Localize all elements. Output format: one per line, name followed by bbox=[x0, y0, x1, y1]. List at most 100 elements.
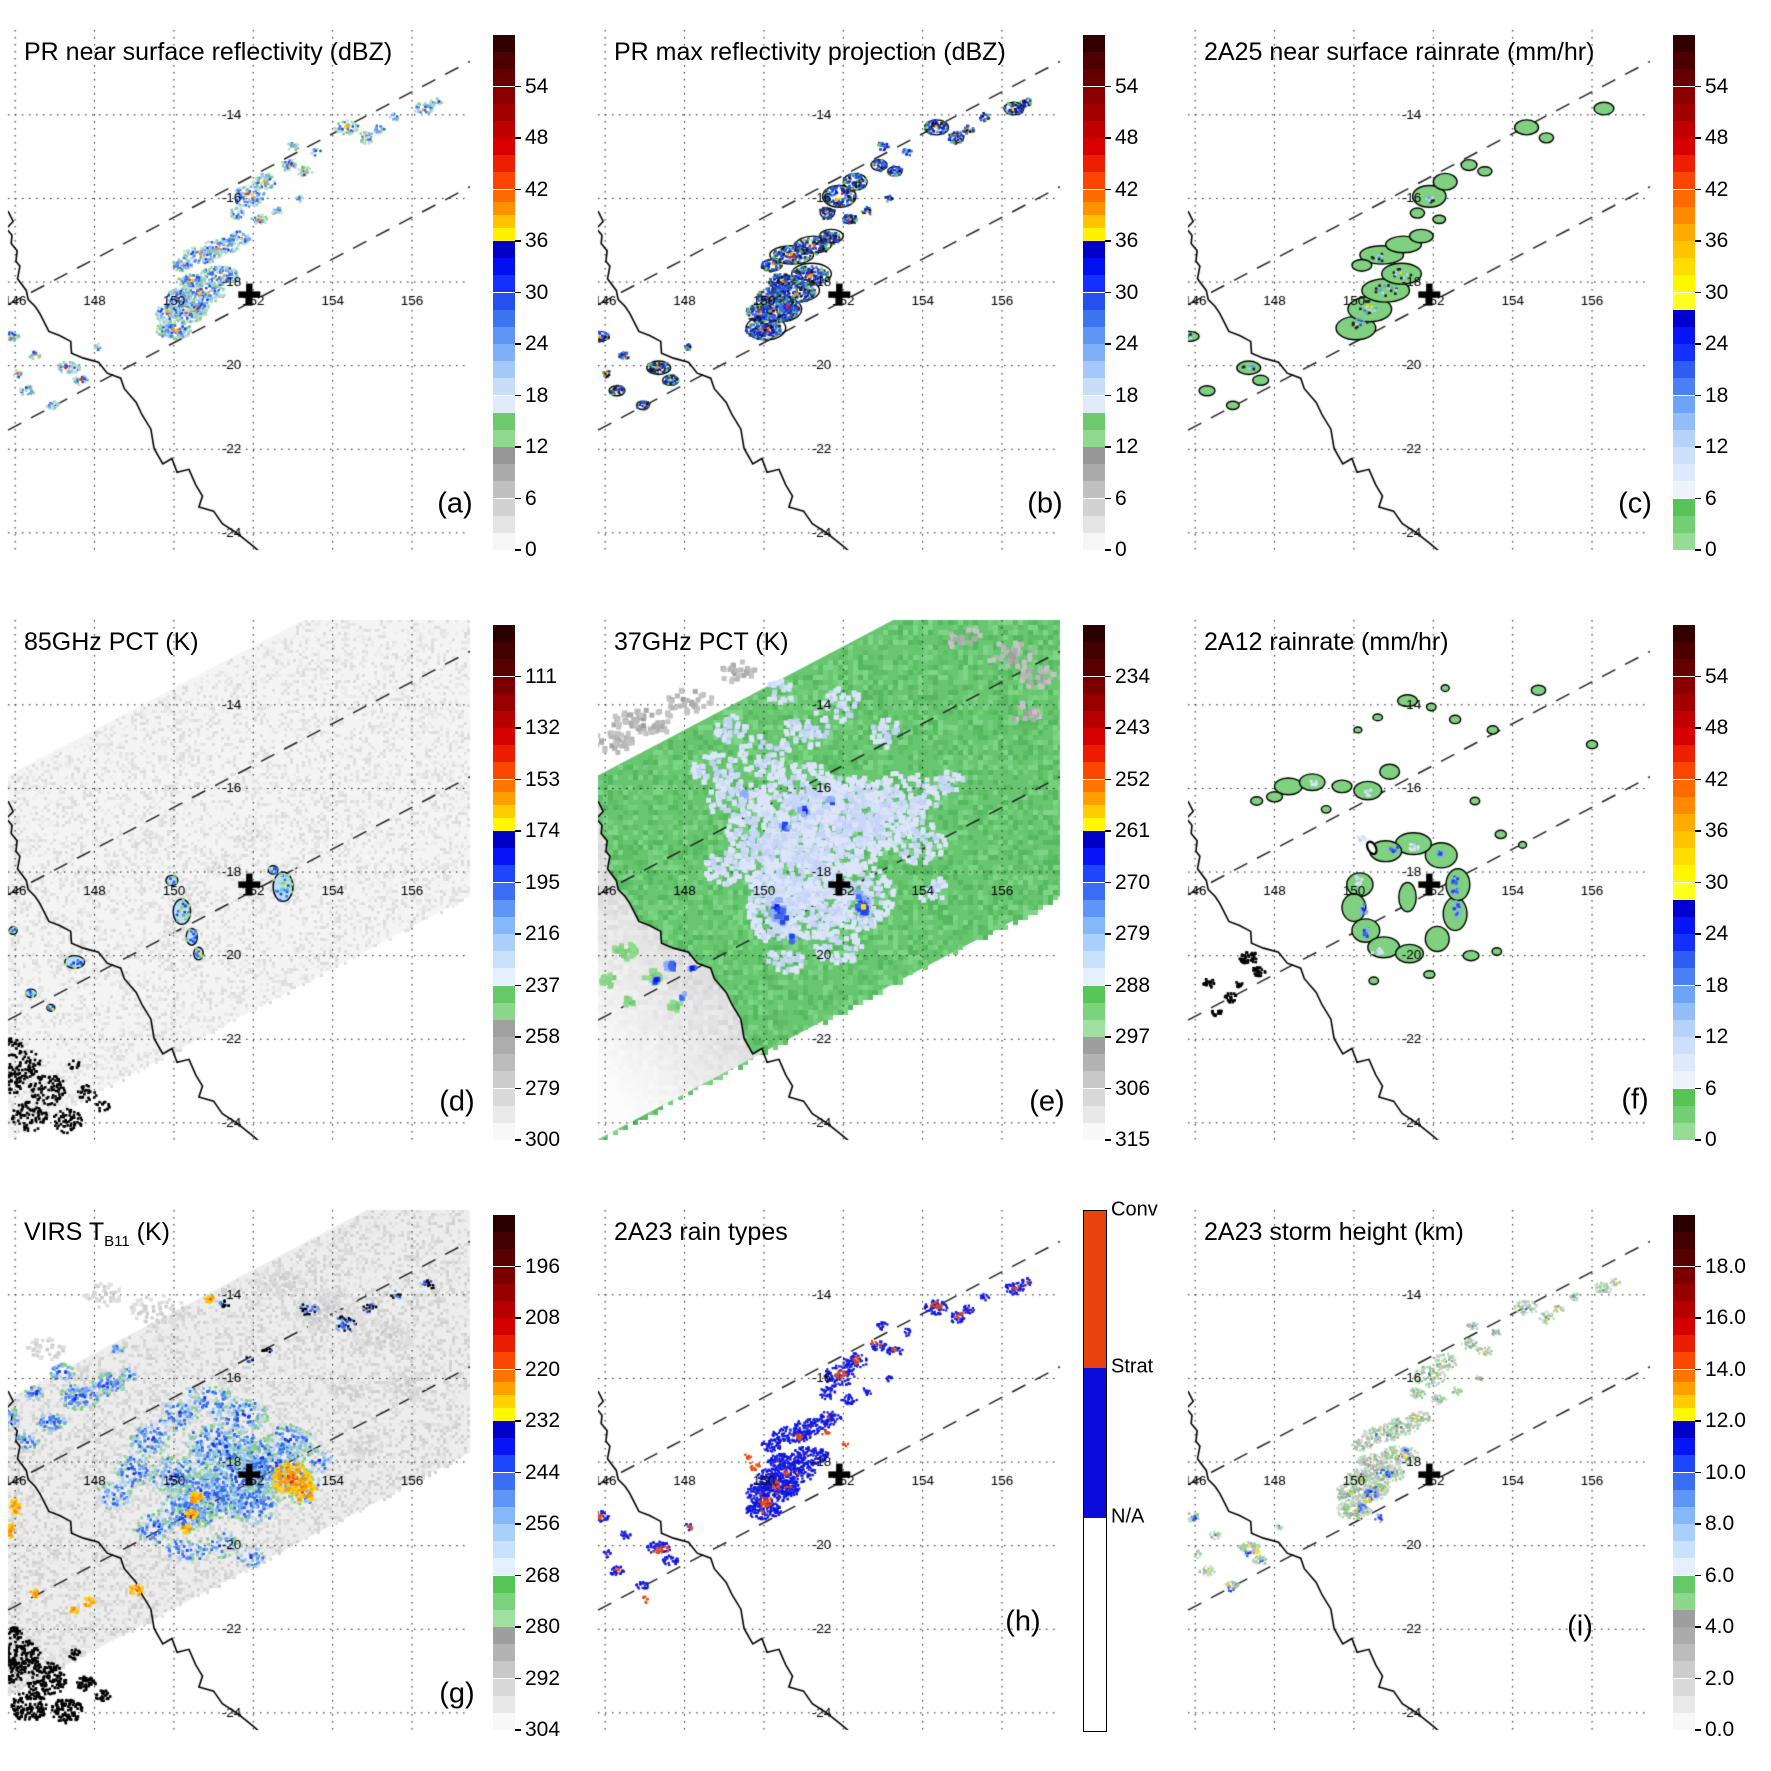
colorbar-band bbox=[1673, 1472, 1695, 1490]
colorbar-band bbox=[1083, 1054, 1105, 1072]
colorbar-tick-mark bbox=[515, 291, 521, 294]
colorbar-band bbox=[493, 1054, 515, 1072]
colorbar-band bbox=[493, 1318, 515, 1336]
colorbar-tick-label: 216 bbox=[525, 922, 561, 945]
colorbar-band bbox=[1083, 882, 1105, 900]
colorbar-band bbox=[493, 1592, 515, 1610]
colorbar-band bbox=[1673, 1249, 1695, 1267]
colorbar-tick-mark bbox=[515, 984, 521, 987]
colorbar-band bbox=[1673, 258, 1695, 276]
panel-i-colorbar bbox=[1673, 1215, 1695, 1730]
colorbar-tick-mark bbox=[1105, 240, 1111, 242]
colorbar-band bbox=[493, 52, 515, 70]
colorbar-tick-label: 268 bbox=[525, 1563, 561, 1587]
colorbar-band bbox=[1673, 1592, 1695, 1610]
panel-b-title: PR max reflectivity projection (dBZ) bbox=[614, 38, 1006, 67]
colorbar-band bbox=[493, 532, 515, 550]
colorbar-band bbox=[1673, 1105, 1695, 1123]
panel-h-letter: (h) bbox=[1005, 1605, 1041, 1638]
colorbar-band bbox=[1673, 429, 1695, 447]
colorbar-band bbox=[493, 1335, 515, 1353]
colorbar-tick-mark bbox=[1695, 85, 1701, 88]
colorbar-band bbox=[1673, 395, 1695, 413]
colorbar-band bbox=[493, 1438, 515, 1456]
colorbar-band bbox=[1083, 275, 1105, 293]
colorbar-band bbox=[493, 1506, 515, 1524]
colorbar-band bbox=[493, 792, 515, 806]
colorbar-tick-mark bbox=[515, 1420, 521, 1422]
panel-f-title: 2A12 rainrate (mm/hr) bbox=[1204, 628, 1449, 657]
colorbar-band bbox=[493, 676, 515, 694]
colorbar-tick-label: 18 bbox=[1705, 383, 1729, 407]
map-canvas-e bbox=[590, 590, 1181, 1181]
colorbar-band bbox=[1083, 934, 1105, 952]
title-text: 37GHz PCT (K) bbox=[614, 628, 789, 656]
colorbar-band bbox=[1673, 275, 1695, 293]
colorbar-band bbox=[1673, 515, 1695, 533]
colorbar-tick-label: 54 bbox=[1705, 664, 1729, 688]
colorbar-band bbox=[493, 1105, 515, 1123]
colorbar-tick-label: 18 bbox=[1705, 973, 1729, 997]
panel-h: 2A23 rain types (h) Conv Strat N/A bbox=[590, 1180, 1181, 1771]
colorbar-tick-mark bbox=[1695, 446, 1701, 448]
colorbar-tick-mark bbox=[1105, 446, 1111, 448]
colorbar-band bbox=[493, 202, 515, 216]
colorbar-band bbox=[1083, 86, 1105, 104]
colorbar-band bbox=[493, 326, 515, 344]
colorbar-tick-mark bbox=[1695, 1677, 1701, 1680]
colorbar-tick-label: 6 bbox=[525, 486, 537, 510]
colorbar-band bbox=[493, 882, 515, 900]
colorbar-band bbox=[493, 1215, 515, 1233]
colorbar-band bbox=[493, 258, 515, 276]
colorbar-band bbox=[1673, 745, 1695, 763]
colorbar-tick-mark bbox=[1105, 137, 1111, 139]
colorbar-band bbox=[493, 344, 515, 362]
colorbar-tick-label: 300 bbox=[525, 1128, 561, 1151]
colorbar-band bbox=[1673, 779, 1695, 797]
colorbar-tick-mark bbox=[515, 933, 521, 935]
colorbar-band bbox=[1083, 865, 1105, 883]
colorbar-tick-mark bbox=[1695, 1265, 1701, 1268]
colorbar-band bbox=[493, 447, 515, 465]
colorbar-tick-label: 258 bbox=[525, 1025, 561, 1048]
colorbar-band bbox=[1673, 464, 1695, 482]
colorbar-band bbox=[1083, 155, 1105, 173]
panel-d: 85GHz PCT (K) (d) 111 132 153 174 195 216 237 258… bbox=[0, 590, 591, 1181]
colorbar-tick-label: 174 bbox=[525, 819, 561, 842]
colorbar-band bbox=[1673, 292, 1695, 310]
colorbar-band bbox=[1083, 361, 1105, 379]
colorbar-band bbox=[1673, 35, 1695, 53]
colorbar-tick-label: 18 bbox=[525, 383, 549, 407]
map-canvas-f bbox=[1180, 590, 1771, 1181]
colorbar-tick-label: 12 bbox=[1705, 1025, 1729, 1048]
colorbar-tick-label: 36 bbox=[1705, 229, 1729, 252]
colorbar-band bbox=[1673, 1002, 1695, 1020]
colorbar-tick-mark bbox=[1695, 727, 1701, 729]
colorbar-band bbox=[1673, 1408, 1695, 1421]
colorbar-band bbox=[1673, 693, 1695, 711]
map-canvas-b bbox=[590, 0, 1181, 591]
colorbar-tick-label: 48 bbox=[1705, 126, 1729, 149]
colorbar-band bbox=[1673, 1071, 1695, 1089]
colorbar-tick-label: 279 bbox=[525, 1076, 561, 1100]
colorbar-band bbox=[493, 818, 515, 831]
colorbar-tick-label: 36 bbox=[1705, 819, 1729, 842]
colorbar-band bbox=[1673, 326, 1695, 344]
colorbar-band bbox=[1673, 447, 1695, 465]
colorbar-tick-mark bbox=[1105, 984, 1111, 987]
colorbar-band bbox=[493, 138, 515, 156]
colorbar-band bbox=[493, 481, 515, 499]
colorbar-band bbox=[1673, 1215, 1695, 1233]
colorbar-band bbox=[1083, 447, 1105, 465]
colorbar-band bbox=[1083, 951, 1105, 969]
colorbar-band bbox=[493, 292, 515, 310]
title-text: 2A23 rain types bbox=[614, 1218, 788, 1246]
colorbar-band bbox=[1673, 1541, 1695, 1559]
colorbar-band bbox=[1083, 968, 1105, 986]
colorbar-band bbox=[1083, 916, 1105, 934]
colorbar-band bbox=[1083, 805, 1105, 819]
colorbar-tick-label: 18 bbox=[1115, 383, 1139, 407]
colorbar-tick-mark bbox=[515, 343, 521, 345]
colorbar-band bbox=[1673, 223, 1695, 241]
title-text: PR near surface reflectivity (dBZ) bbox=[24, 38, 393, 66]
